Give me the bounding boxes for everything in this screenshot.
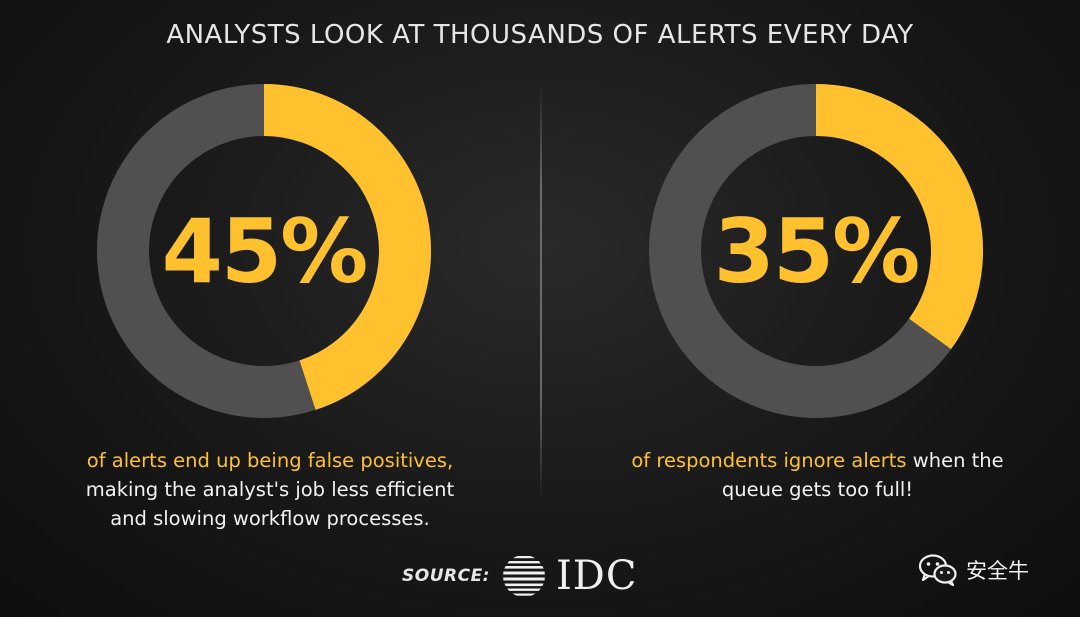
caption-line: and slowing workflow processes. <box>110 507 430 530</box>
idc-logo: IDC <box>498 553 637 599</box>
donut-svg <box>649 84 983 418</box>
source-attribution: SOURCE: IDC <box>402 553 637 599</box>
center-divider <box>540 82 542 502</box>
idc-logo-text: IDC <box>555 553 638 599</box>
caption-ignored-alerts: of respondents ignore alerts when the qu… <box>580 446 1055 504</box>
watermark-text: 安全牛 <box>966 559 1029 583</box>
caption-rest: when the <box>906 449 1004 472</box>
watermark: 安全牛 <box>918 553 1029 587</box>
percent-label: 35% <box>713 199 921 303</box>
caption-false-positives: of alerts end up being false positives, … <box>40 446 500 533</box>
idc-globe-logo-icon <box>502 556 545 596</box>
caption-line: making the analyst's job less efficient <box>85 478 455 501</box>
percent-label: 45% <box>161 199 369 303</box>
donut-value-arc <box>815 84 983 350</box>
donut-value-arc <box>263 84 431 410</box>
chart-title: ANALYSTS LOOK AT THOUSANDS OF ALERTS EVE… <box>166 20 914 50</box>
wechat-icon <box>918 554 957 587</box>
donut-chart-false-positives: 45% <box>94 81 434 421</box>
caption-highlight: of alerts end up being false positives, <box>86 449 454 472</box>
caption-line: queue gets too full! <box>721 478 914 501</box>
caption-highlight: of respondents ignore alerts <box>631 449 907 472</box>
source-label: SOURCE: <box>402 566 490 586</box>
donut-svg <box>97 84 431 418</box>
donut-chart-ignored-alerts: 35% <box>646 81 986 421</box>
